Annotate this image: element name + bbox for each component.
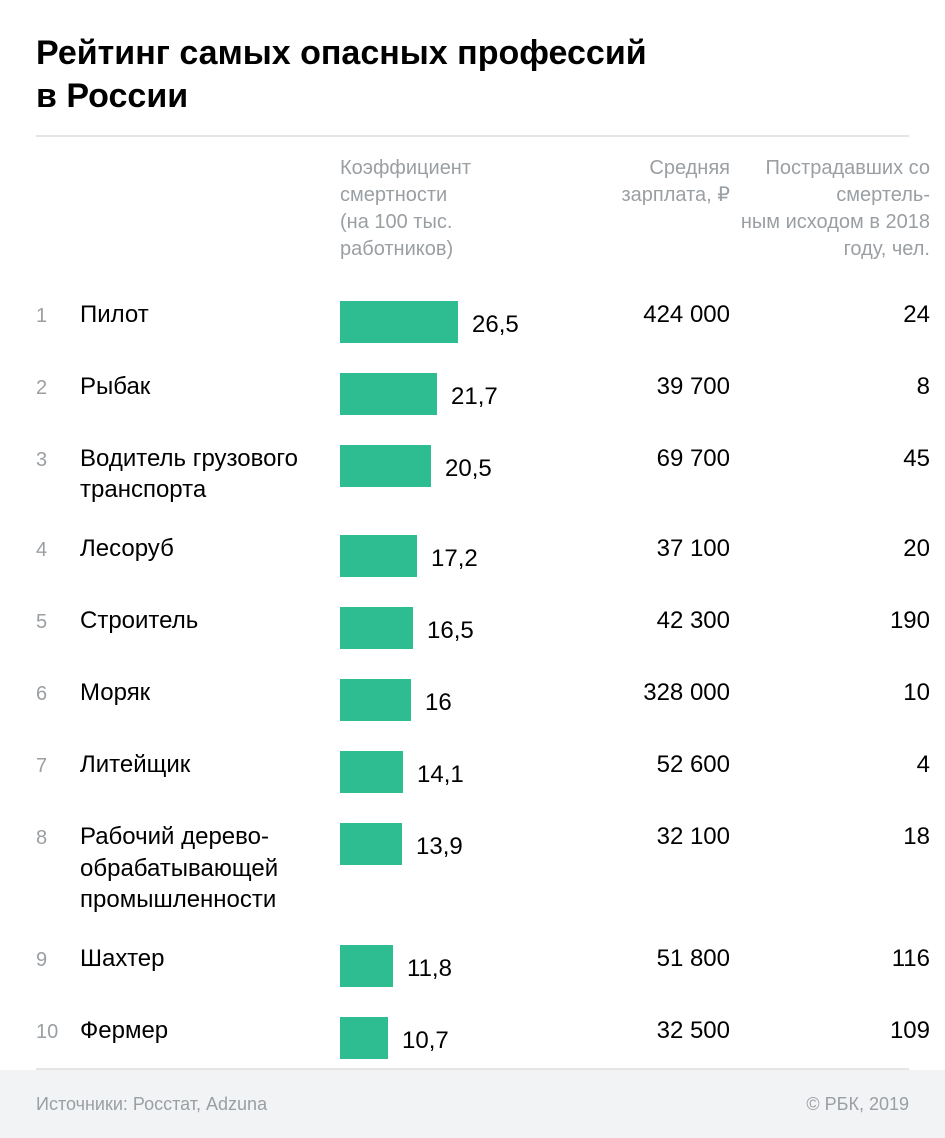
- salary-cell: 52 600: [560, 735, 730, 807]
- mortality-value: 21,7: [451, 371, 498, 412]
- title-line-1: Рейтинг самых опасных профессий: [36, 34, 647, 72]
- rank-cell: 3: [36, 429, 70, 519]
- profession-name: Лесоруб: [80, 519, 330, 591]
- mortality-cell: 14,1: [340, 735, 550, 807]
- salary-cell: 69 700: [560, 429, 730, 519]
- deaths-cell: 190: [740, 591, 930, 663]
- mortality-value: 20,5: [445, 443, 492, 484]
- mortality-bar: [340, 373, 437, 415]
- profession-name: Строитель: [80, 591, 330, 663]
- page-title: Рейтинг самых опасных профессий в России: [36, 32, 909, 117]
- mortality-value: 11,8: [407, 943, 452, 984]
- mortality-bar: [340, 1017, 388, 1059]
- rank-cell: 1: [36, 285, 70, 357]
- header-mortality: Коэффициент смертности (на 100 тыс. рабо…: [340, 155, 550, 285]
- salary-cell: 328 000: [560, 663, 730, 735]
- rank-cell: 4: [36, 519, 70, 591]
- top-divider: [36, 135, 909, 137]
- deaths-cell: 18: [740, 807, 930, 929]
- salary-cell: 424 000: [560, 285, 730, 357]
- salary-cell: 39 700: [560, 357, 730, 429]
- rank-cell: 2: [36, 357, 70, 429]
- mortality-bar: [340, 823, 402, 865]
- deaths-cell: 116: [740, 929, 930, 1001]
- rank-cell: 7: [36, 735, 70, 807]
- mortality-bar: [340, 535, 417, 577]
- rank-cell: 5: [36, 591, 70, 663]
- deaths-cell: 45: [740, 429, 930, 519]
- mortality-value: 16: [425, 677, 452, 718]
- salary-cell: 37 100: [560, 519, 730, 591]
- mortality-value: 26,5: [472, 299, 519, 340]
- header-name: [80, 155, 330, 285]
- mortality-bar: [340, 301, 458, 343]
- profession-name: Рабочий дерево- обрабатывающей промышлен…: [80, 807, 330, 929]
- rank-cell: 8: [36, 807, 70, 929]
- header-salary: Средняя зарплата, ₽: [560, 155, 730, 285]
- mortality-cell: 13,9: [340, 807, 550, 929]
- title-line-2: в России: [36, 77, 188, 115]
- profession-name: Пилот: [80, 285, 330, 357]
- mortality-bar: [340, 607, 413, 649]
- salary-cell: 32 100: [560, 807, 730, 929]
- deaths-cell: 4: [740, 735, 930, 807]
- mortality-cell: 11,8: [340, 929, 550, 1001]
- mortality-bar: [340, 445, 431, 487]
- header-deaths: Пострадавших со смертель- ным исходом в …: [740, 155, 930, 285]
- profession-name: Моряк: [80, 663, 330, 735]
- rank-cell: 9: [36, 929, 70, 1001]
- ranking-table: Коэффициент смертности (на 100 тыс. рабо…: [36, 155, 909, 1073]
- profession-name: Рыбак: [80, 357, 330, 429]
- mortality-cell: 21,7: [340, 357, 550, 429]
- rank-cell: 10: [36, 1001, 70, 1073]
- footer: Источники: Росстат, Adzuna © РБК, 2019: [0, 1070, 945, 1138]
- mortality-cell: 10,7: [340, 1001, 550, 1073]
- salary-cell: 51 800: [560, 929, 730, 1001]
- mortality-value: 16,5: [427, 605, 474, 646]
- footer-sources: Источники: Росстат, Adzuna: [36, 1094, 267, 1115]
- header-rank: [36, 155, 70, 285]
- profession-name: Литейщик: [80, 735, 330, 807]
- mortality-value: 13,9: [416, 821, 463, 862]
- salary-cell: 32 500: [560, 1001, 730, 1073]
- mortality-bar: [340, 679, 411, 721]
- deaths-cell: 109: [740, 1001, 930, 1073]
- mortality-bar: [340, 751, 403, 793]
- mortality-value: 14,1: [417, 749, 464, 790]
- mortality-value: 17,2: [431, 533, 478, 574]
- rank-cell: 6: [36, 663, 70, 735]
- mortality-cell: 16,5: [340, 591, 550, 663]
- mortality-value: 10,7: [402, 1015, 449, 1056]
- mortality-cell: 20,5: [340, 429, 550, 519]
- profession-name: Водитель грузового транспорта: [80, 429, 330, 519]
- deaths-cell: 20: [740, 519, 930, 591]
- profession-name: Фермер: [80, 1001, 330, 1073]
- mortality-bar: [340, 945, 393, 987]
- footer-copyright: © РБК, 2019: [806, 1094, 909, 1115]
- deaths-cell: 8: [740, 357, 930, 429]
- salary-cell: 42 300: [560, 591, 730, 663]
- deaths-cell: 24: [740, 285, 930, 357]
- mortality-cell: 26,5: [340, 285, 550, 357]
- mortality-cell: 16: [340, 663, 550, 735]
- mortality-cell: 17,2: [340, 519, 550, 591]
- deaths-cell: 10: [740, 663, 930, 735]
- profession-name: Шахтер: [80, 929, 330, 1001]
